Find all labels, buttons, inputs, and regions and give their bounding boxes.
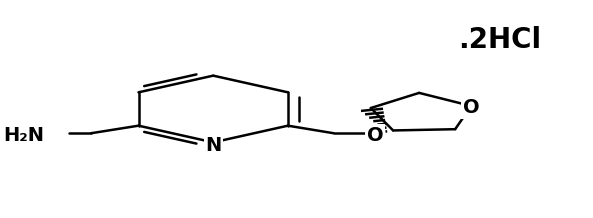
Text: .2HCl: .2HCl	[458, 26, 541, 54]
Text: N: N	[205, 136, 221, 155]
Text: H₂N: H₂N	[3, 126, 44, 145]
Text: O: O	[367, 126, 384, 145]
Text: O: O	[463, 99, 480, 118]
